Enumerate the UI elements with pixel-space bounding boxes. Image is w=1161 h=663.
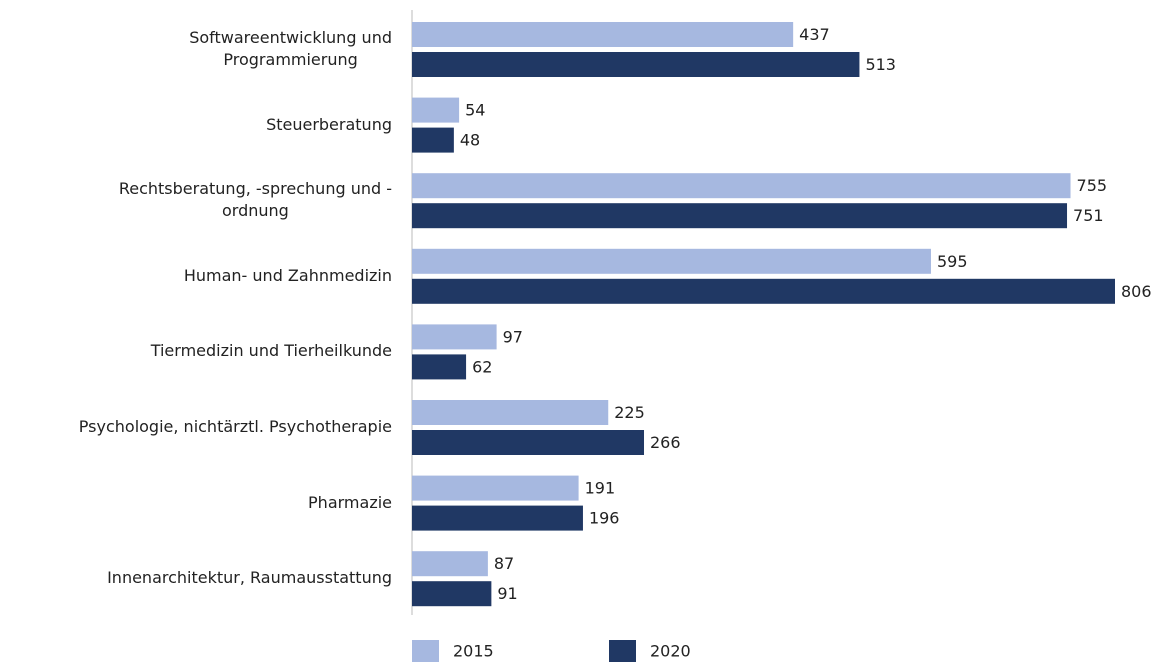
value-label: 97 — [503, 327, 523, 346]
legend-label: 2015 — [453, 642, 494, 661]
bar — [412, 505, 583, 531]
bar — [412, 475, 579, 501]
value-label: 54 — [465, 101, 485, 120]
legend-label: 2020 — [650, 642, 691, 661]
category-label: Steuerberatung — [266, 114, 392, 134]
bar — [412, 551, 488, 577]
value-label: 437 — [799, 25, 830, 44]
bar — [412, 278, 1115, 304]
category-label: Human- und Zahnmedizin — [183, 265, 392, 285]
value-label: 91 — [497, 584, 517, 603]
legend-swatch — [412, 640, 439, 662]
bar — [412, 324, 497, 350]
value-label: 87 — [494, 554, 514, 573]
value-label: 595 — [937, 252, 968, 271]
value-label: 48 — [460, 131, 480, 150]
bar — [412, 52, 860, 77]
value-label: 755 — [1077, 176, 1108, 195]
category-label: Innenarchitektur, Raumausstattung — [107, 568, 392, 588]
bar — [412, 581, 492, 607]
category-label: Pharmazie — [308, 492, 392, 512]
bar — [412, 430, 645, 455]
category-label: Softwareentwicklung und Programmierung — [189, 28, 392, 69]
value-label: 751 — [1073, 206, 1104, 225]
bar — [412, 97, 460, 123]
value-label: 225 — [614, 403, 645, 422]
category-label: Psychologie, nichtärztl. Psychotherapie — [78, 417, 392, 436]
category-label: Rechtsberatung, -sprechung und - ordnung — [118, 179, 392, 221]
value-label: 806 — [1121, 282, 1152, 301]
value-label: 196 — [589, 509, 620, 528]
bar — [412, 354, 467, 380]
value-label: 62 — [472, 357, 492, 376]
legend-swatch — [609, 640, 636, 662]
category-label: Tiermedizin und Tierheilkunde — [150, 341, 392, 361]
value-label: 191 — [585, 479, 616, 498]
value-label: 266 — [650, 433, 681, 452]
bar — [412, 22, 794, 47]
bar — [412, 127, 454, 153]
bar — [412, 203, 1068, 229]
bar — [412, 173, 1071, 199]
bar — [412, 248, 931, 274]
value-label: 513 — [865, 55, 896, 74]
bar — [412, 400, 609, 425]
